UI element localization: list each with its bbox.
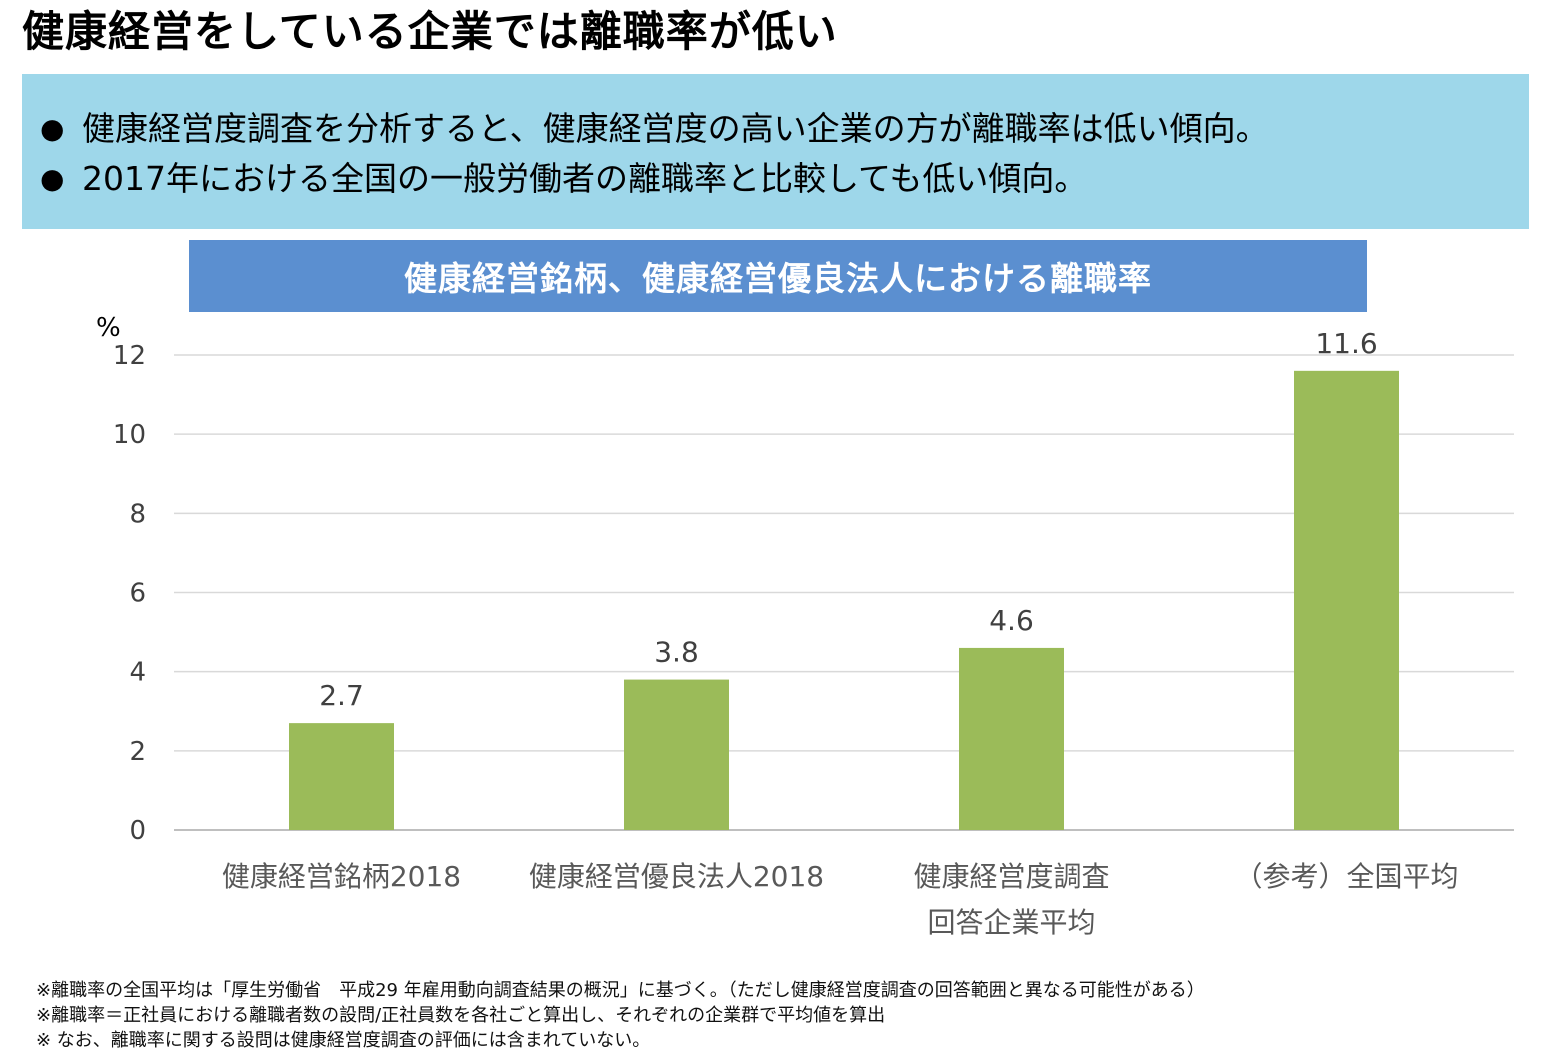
bar [1294, 370, 1399, 830]
x-tick-label: 健康経営度調査 [913, 860, 1109, 893]
footnote: ※ なお、離職率に関する設問は健康経営度調査の評価には含まれていない。 [36, 1030, 651, 1051]
bar [289, 723, 394, 830]
x-tick-label: 健康経営銘柄2018 [222, 860, 461, 893]
y-tick-label: 2 [129, 737, 146, 767]
summary-bullet-text: 2017年における全国の一般労働者の離職率と比較しても低い傾向。 [82, 159, 1088, 198]
y-tick-label: 10 [113, 420, 146, 450]
x-tick-label: 回答企業平均 [927, 906, 1095, 939]
footnotes: ※離職率の全国平均は「厚生労働省 平成29 年雇用動向調査結果の概況」に基づく。… [36, 978, 1536, 1053]
y-tick-label: 0 [129, 816, 146, 846]
chart-title: 健康経営銘柄、健康経営優良法人における離職率 [189, 240, 1367, 312]
bullet-dot-icon: ● [40, 162, 65, 195]
x-tick-label: 健康経営優良法人2018 [529, 860, 824, 893]
footnote: ※離職率＝正社員における離職者数の設問/正社員数を各社ごと算出し、それぞれの企業… [36, 1005, 886, 1026]
bar [959, 647, 1064, 830]
summary-bullet: ● 健康経営度調査を分析すると、健康経営度の高い企業の方が離職率は低い傾向。 [40, 104, 1529, 154]
bar [624, 679, 729, 830]
bar-chart: % 0 2 4 6 8 10 12 2.7 健康経営銘柄2018 3.8 健康経営優良法人2018 4.… [96, 313, 1514, 939]
data-label: 4.6 [989, 604, 1034, 637]
footnote: ※離職率の全国平均は「厚生労働省 平成29 年雇用動向調査結果の概況」に基づく。… [36, 980, 1205, 1001]
x-tick-label: （参考）全国平均 [1234, 860, 1458, 893]
y-tick-label: 8 [129, 499, 146, 529]
y-axis-label: % [96, 313, 121, 343]
data-label: 2.7 [319, 679, 364, 712]
data-label: 3.8 [654, 636, 699, 669]
y-tick-label: 6 [129, 579, 146, 609]
bullet-dot-icon: ● [40, 112, 65, 145]
y-tick-label: 12 [113, 341, 146, 371]
y-tick-label: 4 [129, 658, 146, 688]
summary-box: ● 健康経営度調査を分析すると、健康経営度の高い企業の方が離職率は低い傾向。 ●… [22, 74, 1529, 229]
page-title: 健康経営をしている企業では離職率が低い [22, 7, 838, 56]
data-label: 11.6 [1315, 327, 1377, 360]
summary-bullet-text: 健康経営度調査を分析すると、健康経営度の高い企業の方が離職率は低い傾向。 [82, 109, 1269, 148]
summary-bullet: ● 2017年における全国の一般労働者の離職率と比較しても低い傾向。 [40, 154, 1529, 204]
